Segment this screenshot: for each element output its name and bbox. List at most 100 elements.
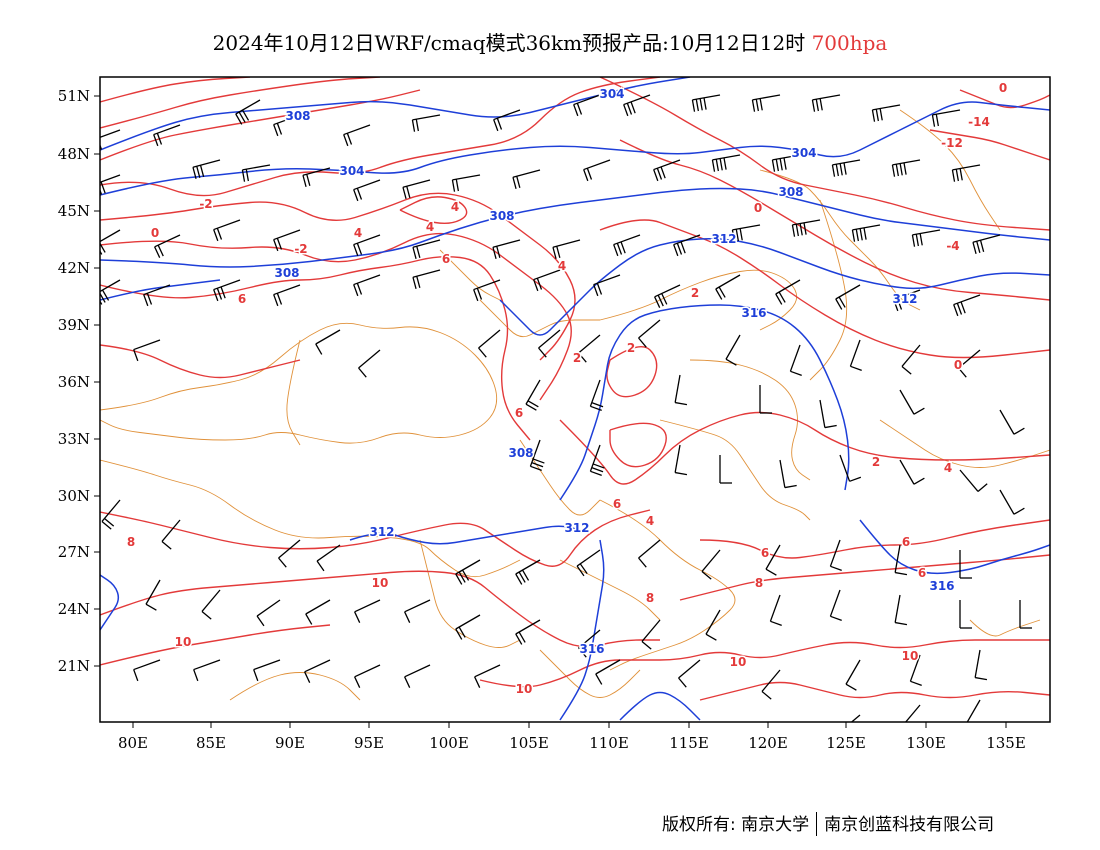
- contour-label: 10: [175, 635, 192, 649]
- contour-label: -2: [199, 197, 212, 211]
- contour-label: 308: [778, 185, 803, 199]
- wind-barb: [791, 219, 821, 237]
- isotherm: [559, 411, 1050, 485]
- wind-barb: [133, 339, 161, 362]
- contour-label: 4: [646, 514, 654, 528]
- wind-barb: [701, 549, 721, 580]
- wind-barb: [315, 329, 341, 355]
- contour-label: 10: [372, 576, 389, 590]
- wind-barb: [576, 549, 601, 577]
- height-contour: [100, 279, 221, 301]
- boundary-line: [479, 299, 600, 338]
- temperature-contours: [100, 77, 1050, 701]
- height-contour: [499, 238, 1050, 336]
- wind-barb: [100, 129, 121, 150]
- wind-barb: [771, 154, 801, 172]
- isotherm: [100, 232, 572, 401]
- wind-barb: [623, 94, 651, 117]
- lat-tick-label: 48N: [58, 145, 90, 163]
- wind-barb: [674, 374, 688, 406]
- wind-barb: [999, 489, 1025, 515]
- isotherm: [100, 570, 660, 648]
- boundary-line: [759, 169, 921, 311]
- wind-barb: [273, 114, 301, 137]
- contour-label: 6: [515, 406, 523, 420]
- wind-barb: [953, 294, 981, 317]
- boundary-line: [419, 539, 521, 648]
- wind-barb: [589, 379, 604, 412]
- isotherm: [609, 422, 667, 468]
- wind-barb: [638, 319, 661, 348]
- contour-label: 0: [754, 201, 762, 215]
- contour-label: 2: [573, 351, 581, 365]
- wind-barb: [673, 234, 701, 257]
- wind-barb: [761, 669, 781, 700]
- wind-barb: [573, 94, 601, 117]
- contour-label: 304: [339, 164, 364, 178]
- contour-label: 312: [564, 521, 589, 535]
- lat-tick-label: 36N: [58, 373, 90, 391]
- wind-barb: [493, 109, 521, 132]
- isotherm: [699, 519, 1050, 559]
- wind-barb: [705, 609, 721, 641]
- wind-barb: [253, 659, 281, 682]
- wind-barb: [904, 704, 921, 722]
- contour-label: 10: [902, 649, 919, 663]
- wind-barb: [654, 284, 681, 308]
- contour-label: 8: [646, 591, 654, 605]
- wind-barb: [839, 454, 862, 482]
- boundary-line: [229, 672, 361, 701]
- boundary-layer: [100, 109, 1050, 701]
- wind-barb: [353, 179, 381, 202]
- wind-barb: [278, 539, 301, 568]
- wind-barb: [304, 659, 331, 683]
- contour-label: -12: [941, 136, 963, 150]
- wind-barb: [552, 239, 581, 260]
- contour-label: 316: [579, 642, 604, 656]
- contour-label: 4: [426, 220, 434, 234]
- boundary-line: [286, 339, 301, 446]
- contour-label: 4: [451, 200, 459, 214]
- contour-label: 2: [627, 341, 635, 355]
- isotherm: [100, 89, 421, 161]
- wind-barb: [145, 579, 161, 611]
- wind-barb: [894, 594, 908, 626]
- wind-barb: [789, 344, 802, 377]
- lon-tick-label: 85E: [196, 734, 226, 752]
- wind-barb: [850, 714, 861, 722]
- wind-barb: [829, 539, 842, 572]
- wind-barb: [451, 174, 481, 192]
- boundary-line: [879, 419, 1050, 468]
- wind-barb: [711, 154, 741, 172]
- boundary-line: [100, 459, 521, 578]
- wind-barb: [845, 659, 861, 691]
- height-contour: [100, 101, 1050, 196]
- contour-label: 312: [369, 525, 394, 539]
- wind-barb: [653, 159, 681, 182]
- wind-barb: [759, 385, 772, 414]
- contour-label: 0: [954, 358, 962, 372]
- wind-barb: [1019, 600, 1032, 629]
- boundary-line: [519, 439, 601, 516]
- wind-barb: [533, 269, 561, 292]
- lon-tick-label: 130E: [906, 734, 946, 752]
- wind-barb: [235, 99, 261, 125]
- wind-barb: [775, 279, 801, 305]
- contour-label: -2: [294, 242, 307, 256]
- wind-barb: [353, 274, 381, 297]
- isotherm: [100, 192, 576, 361]
- contour-label: 6: [918, 566, 926, 580]
- isotherm: [100, 255, 531, 441]
- footer-divider: [816, 812, 818, 836]
- wind-barb: [578, 629, 601, 658]
- isotherm: [100, 77, 381, 129]
- boundary-line: [100, 322, 498, 444]
- lon-tick-label: 115E: [669, 734, 709, 752]
- wind-barb: [192, 159, 221, 180]
- isotherm: [100, 509, 651, 567]
- wind-barb: [769, 594, 782, 627]
- wind-barb: [455, 559, 481, 585]
- wind-barb: [811, 94, 841, 112]
- wind-barb: [193, 659, 221, 682]
- isotherm: [100, 624, 331, 666]
